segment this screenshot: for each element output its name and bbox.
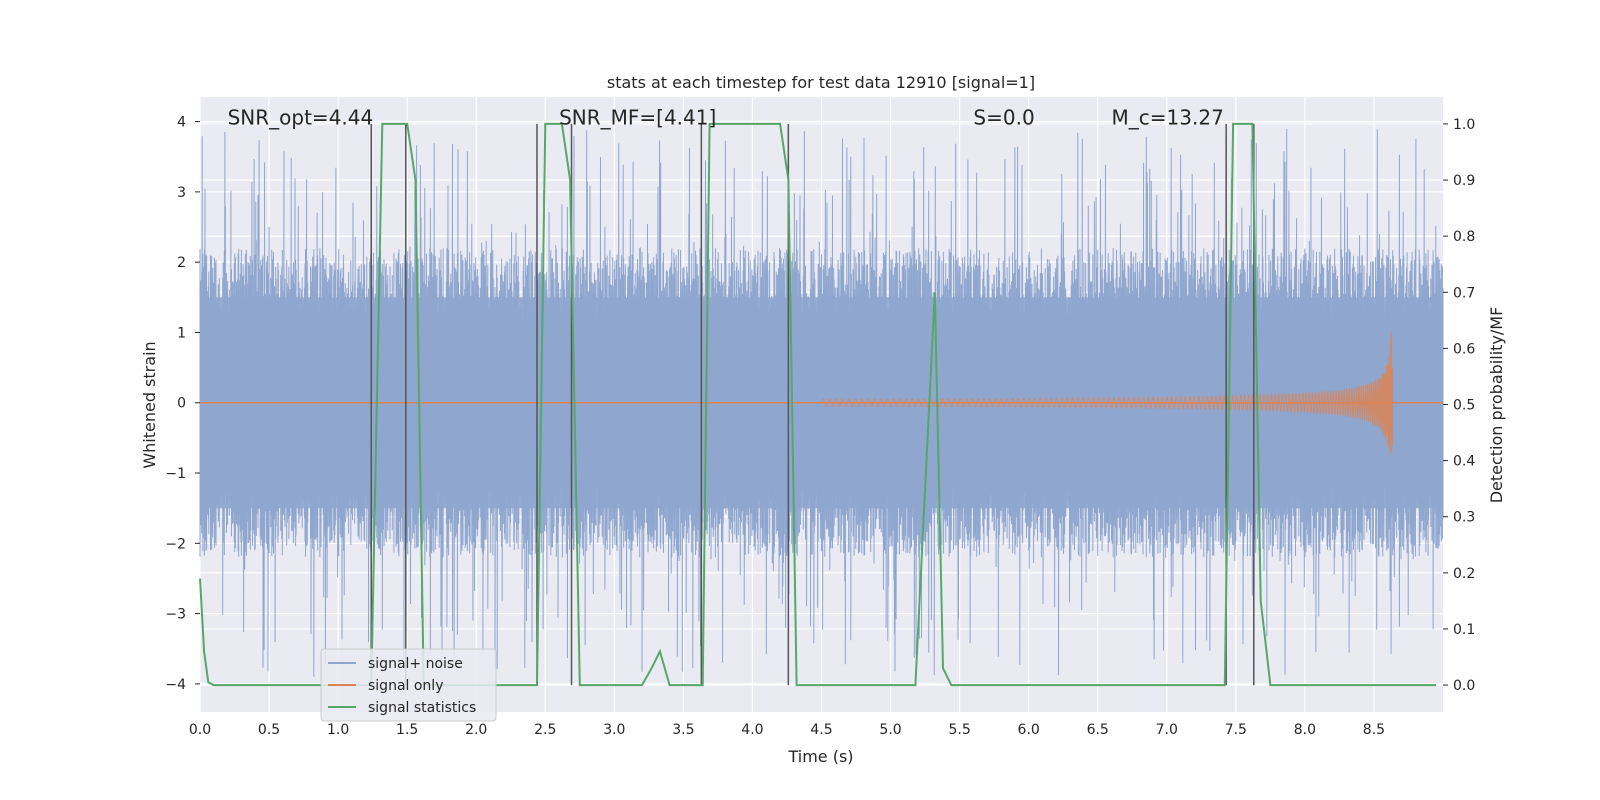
- y-right-tick-8: 0.2: [1453, 566, 1475, 582]
- x-tick-0: 0.0: [189, 722, 211, 738]
- y-left-tick-2: 2: [177, 255, 186, 271]
- series-signal-statistics: [199, 122, 1437, 687]
- x-tick-14: 7.0: [1156, 722, 1178, 738]
- y-left-tick-labels: 4 3 2 1 0 −1 −2 −3 −4: [165, 115, 200, 693]
- x-tick-8: 4.0: [741, 722, 763, 738]
- x-tick-7: 3.5: [672, 722, 694, 738]
- x-tick-12: 6.0: [1018, 722, 1040, 738]
- x-tick-13: 6.5: [1087, 722, 1109, 738]
- y-right-tick-6: 0.4: [1453, 454, 1475, 470]
- y-right-tick-labels: 1.0 0.9 0.8 0.7 0.6 0.5 0.4 0.3 0.2 0.1 0.0: [1443, 117, 1475, 694]
- x-tick-2: 1.0: [327, 722, 349, 738]
- x-tick-5: 2.5: [534, 722, 556, 738]
- x-tick-1: 0.5: [258, 722, 280, 738]
- legend: signal+ noise signal only signal statist…: [320, 648, 497, 722]
- x-tick-6: 3.0: [603, 722, 625, 738]
- x-tick-16: 8.0: [1294, 722, 1316, 738]
- annotation-0: SNR_opt=4.44: [228, 106, 374, 130]
- y-right-tick-2: 0.8: [1453, 229, 1475, 245]
- y-right-axis-label: Detection probability/MF: [1487, 307, 1506, 504]
- y-right-tick-3: 0.7: [1453, 285, 1475, 301]
- legend-box: [320, 648, 497, 722]
- y-left-tick-8: −4: [165, 677, 186, 693]
- series-signal-only: [200, 332, 1443, 455]
- annotation-3: M_c=13.27: [1112, 106, 1224, 130]
- x-tick-labels: 0.0 0.5 1.0 1.5 2.0 2.5 3.0 3.5 4.0 4.5 5.0 5.5 6.0 6…: [189, 722, 1385, 738]
- y-left-tick-7: −3: [165, 607, 186, 623]
- y-left-tick-6: −2: [165, 536, 186, 552]
- y-left-tick-3: 1: [177, 325, 186, 341]
- y-left-tick-4: 0: [177, 396, 186, 412]
- annotation-2: S=0.0: [973, 106, 1034, 130]
- x-tick-3: 1.5: [396, 722, 418, 738]
- y-right-tick-1: 0.9: [1453, 173, 1475, 189]
- signal-chirp: [821, 332, 1394, 455]
- x-tick-9: 4.5: [810, 722, 832, 738]
- x-tick-17: 8.5: [1363, 722, 1385, 738]
- y-right-tick-7: 0.3: [1453, 510, 1475, 526]
- annotation-1: SNR_MF=[4.41]: [559, 106, 716, 130]
- y-left-axis-label: Whitened strain: [140, 341, 159, 468]
- y-right-tick-4: 0.6: [1453, 341, 1475, 357]
- legend-label-noise: signal+ noise: [368, 656, 463, 672]
- x-tick-4: 2.0: [465, 722, 487, 738]
- y-right-tick-0: 1.0: [1453, 117, 1475, 133]
- y-left-tick-0: 4: [177, 115, 186, 131]
- y-left-tick-1: 3: [177, 185, 186, 201]
- x-tick-15: 7.5: [1225, 722, 1247, 738]
- y-right-tick-5: 0.5: [1453, 398, 1475, 414]
- chart-title: stats at each timestep for test data 129…: [607, 73, 1035, 92]
- legend-label-signal: signal only: [368, 678, 443, 694]
- x-tick-10: 5.0: [879, 722, 901, 738]
- statistics-line: [199, 122, 1437, 687]
- legend-label-statistics: signal statistics: [368, 700, 476, 716]
- y-right-tick-9: 0.1: [1453, 622, 1475, 638]
- annotations: SNR_opt=4.44 SNR_MF=[4.41] S=0.0 M_c=13.27: [228, 106, 1224, 130]
- x-tick-11: 5.5: [948, 722, 970, 738]
- y-right-tick-10: 0.0: [1453, 678, 1475, 694]
- y-left-tick-5: −1: [165, 466, 186, 482]
- x-axis-label: Time (s): [787, 747, 853, 766]
